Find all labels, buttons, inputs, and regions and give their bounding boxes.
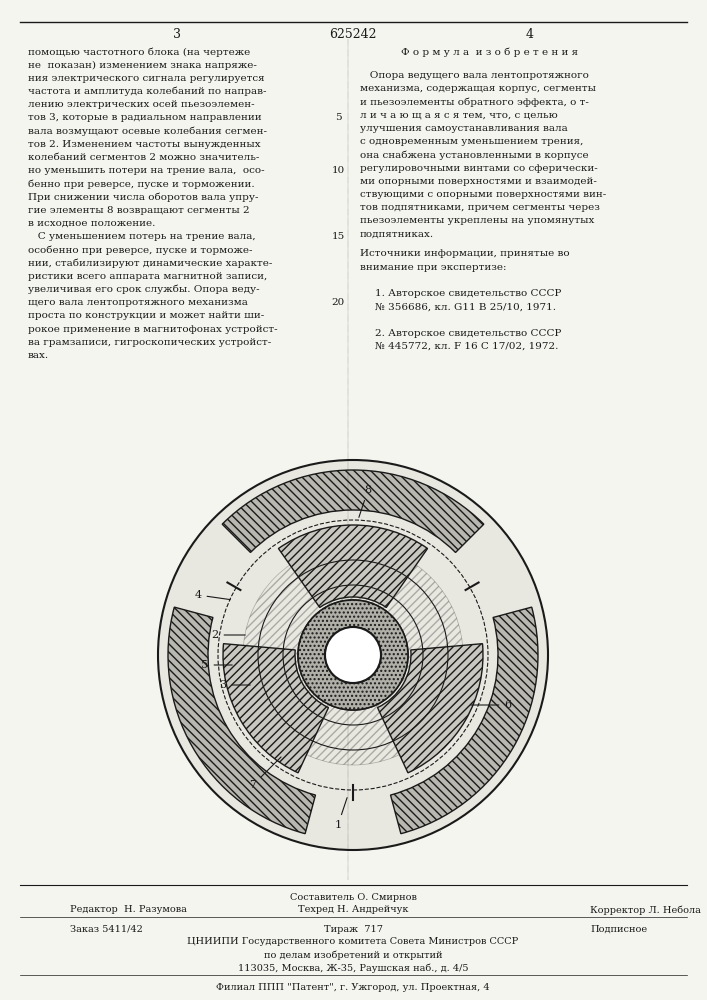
Text: но уменьшить потери на трение вала,  осо-: но уменьшить потери на трение вала, осо- [28,166,264,175]
Text: 625242: 625242 [329,28,377,41]
Text: Заказ 5411/42: Заказ 5411/42 [70,924,143,934]
Text: С уменьшением потерь на трение вала,: С уменьшением потерь на трение вала, [28,232,256,241]
Text: тов 2. Изменением частоты вынужденных: тов 2. Изменением частоты вынужденных [28,140,261,149]
Text: л и ч а ю щ а я с я тем, что, с целью: л и ч а ю щ а я с я тем, что, с целью [360,111,558,120]
Text: ми опорными поверхностями и взаимодей-: ми опорными поверхностями и взаимодей- [360,177,597,186]
Text: она снабжена установленными в корпусе: она снабжена установленными в корпусе [360,150,589,160]
Circle shape [325,627,381,683]
Text: 4: 4 [526,28,534,41]
Text: Тираж  717: Тираж 717 [324,924,382,934]
Text: ристики всего аппарата магнитной записи,: ристики всего аппарата магнитной записи, [28,272,267,281]
Text: механизма, содержащая корпус, сегменты: механизма, содержащая корпус, сегменты [360,84,596,93]
Wedge shape [223,644,329,773]
Text: 3: 3 [219,680,250,690]
Text: 2. Авторское свидетельство СССР: 2. Авторское свидетельство СССР [375,329,561,338]
Text: 7: 7 [250,757,281,790]
Text: проста по конструкции и может найти ши-: проста по конструкции и может найти ши- [28,312,264,320]
Wedge shape [279,525,428,607]
Text: внимание при экспертизе:: внимание при экспертизе: [360,263,506,272]
Text: Ф о р м у л а  и з о б р е т е н и я: Ф о р м у л а и з о б р е т е н и я [402,47,578,57]
Text: При снижении числа оборотов вала упру-: При снижении числа оборотов вала упру- [28,192,259,202]
Text: № 445772, кл. F 16 С 17/02, 1972.: № 445772, кл. F 16 С 17/02, 1972. [375,342,559,351]
Text: Источники информации, принятые во: Источники информации, принятые во [360,249,570,258]
Text: вала возмущают осевые колебания сегмен-: вала возмущают осевые колебания сегмен- [28,126,267,136]
Text: Филиал ППП "Патент", г. Ужгород, ул. Проектная, 4: Филиал ППП "Патент", г. Ужгород, ул. Про… [216,982,490,992]
Text: ва грамзаписи, гигроскопических устройст-: ва грамзаписи, гигроскопических устройст… [28,338,271,347]
Text: пьезоэлементы укреплены на упомянутых: пьезоэлементы укреплены на упомянутых [360,216,595,225]
Circle shape [325,627,381,683]
Text: щего вала лентопротяжного механизма: щего вала лентопротяжного механизма [28,298,248,307]
Text: в исходное положение.: в исходное положение. [28,219,156,228]
Text: помощью частотного блока (на чертеже: помощью частотного блока (на чертеже [28,47,250,57]
Text: частота и амплитуда колебаний по направ-: частота и амплитуда колебаний по направ- [28,87,267,96]
Text: 2: 2 [211,630,245,640]
Text: Корректор Л. Небола: Корректор Л. Небола [590,905,701,915]
Text: подпятниках.: подпятниках. [360,230,434,239]
Text: 5: 5 [334,113,341,122]
Text: тов подпятниками, причем сегменты через: тов подпятниками, причем сегменты через [360,203,600,212]
Text: по делам изобретений и открытий: по делам изобретений и открытий [264,950,443,960]
Wedge shape [378,644,483,773]
Text: Составитель О. Смирнов: Составитель О. Смирнов [290,892,416,902]
Text: бенно при реверсе, пуске и торможении.: бенно при реверсе, пуске и торможении. [28,179,255,189]
Text: и пьезоэлементы обратного эффекта, о т-: и пьезоэлементы обратного эффекта, о т- [360,97,589,107]
Text: нии, стабилизируют динамические характе-: нии, стабилизируют динамические характе- [28,258,272,268]
Text: 15: 15 [332,232,344,241]
Text: Техред Н. Андрейчук: Техред Н. Андрейчук [298,906,408,914]
Text: колебаний сегментов 2 можно значитель-: колебаний сегментов 2 можно значитель- [28,153,259,162]
Text: 3: 3 [173,28,181,41]
Text: Опора ведущего вала лентопротяжного: Опора ведущего вала лентопротяжного [360,71,589,80]
Text: тов 3, которые в радиальном направлении: тов 3, которые в радиальном направлении [28,113,262,122]
Text: лению электрических осей пьезоэлемен-: лению электрических осей пьезоэлемен- [28,100,255,109]
Text: 10: 10 [332,166,344,175]
Text: улучшения самоустанавливания вала: улучшения самоустанавливания вала [360,124,568,133]
Text: 1. Авторское свидетельство СССР: 1. Авторское свидетельство СССР [375,289,561,298]
Text: 6: 6 [471,700,512,710]
Text: 4: 4 [194,590,230,600]
Text: 113035, Москва, Ж-35, Раушская наб., д. 4/5: 113035, Москва, Ж-35, Раушская наб., д. … [238,963,468,973]
Text: Редактор  Н. Разумова: Редактор Н. Разумова [70,906,187,914]
Text: рокое применение в магнитофонах устройст-: рокое применение в магнитофонах устройст… [28,325,278,334]
Wedge shape [222,470,484,552]
Text: 8: 8 [359,485,372,517]
Text: № 356686, кл. G11 В 25/10, 1971.: № 356686, кл. G11 В 25/10, 1971. [375,302,556,311]
Text: Подписное: Подписное [590,924,647,934]
Text: 1: 1 [334,798,347,830]
Text: увеличивая его срок службы. Опора веду-: увеличивая его срок службы. Опора веду- [28,285,259,294]
Circle shape [158,460,548,850]
Text: ния электрического сигнала регулируется: ния электрического сигнала регулируется [28,74,264,83]
Text: 5: 5 [201,660,232,670]
Text: гие элементы 8 возвращают сегменты 2: гие элементы 8 возвращают сегменты 2 [28,206,250,215]
Text: вах.: вах. [28,351,49,360]
Text: не  показан) изменением знака напряже-: не показан) изменением знака напряже- [28,61,257,70]
Text: с одновременным уменьшением трения,: с одновременным уменьшением трения, [360,137,583,146]
Text: 20: 20 [332,298,344,307]
Wedge shape [168,607,315,834]
Text: ЦНИИПИ Государственного комитета Совета Министров СССР: ЦНИИПИ Государственного комитета Совета … [187,938,519,946]
Text: регулировочными винтами со сферически-: регулировочными винтами со сферически- [360,164,597,173]
Wedge shape [390,607,538,834]
Text: ствующими с опорными поверхностями вин-: ствующими с опорными поверхностями вин- [360,190,606,199]
Text: особенно при реверсе, пуске и торможе-: особенно при реверсе, пуске и торможе- [28,245,252,255]
